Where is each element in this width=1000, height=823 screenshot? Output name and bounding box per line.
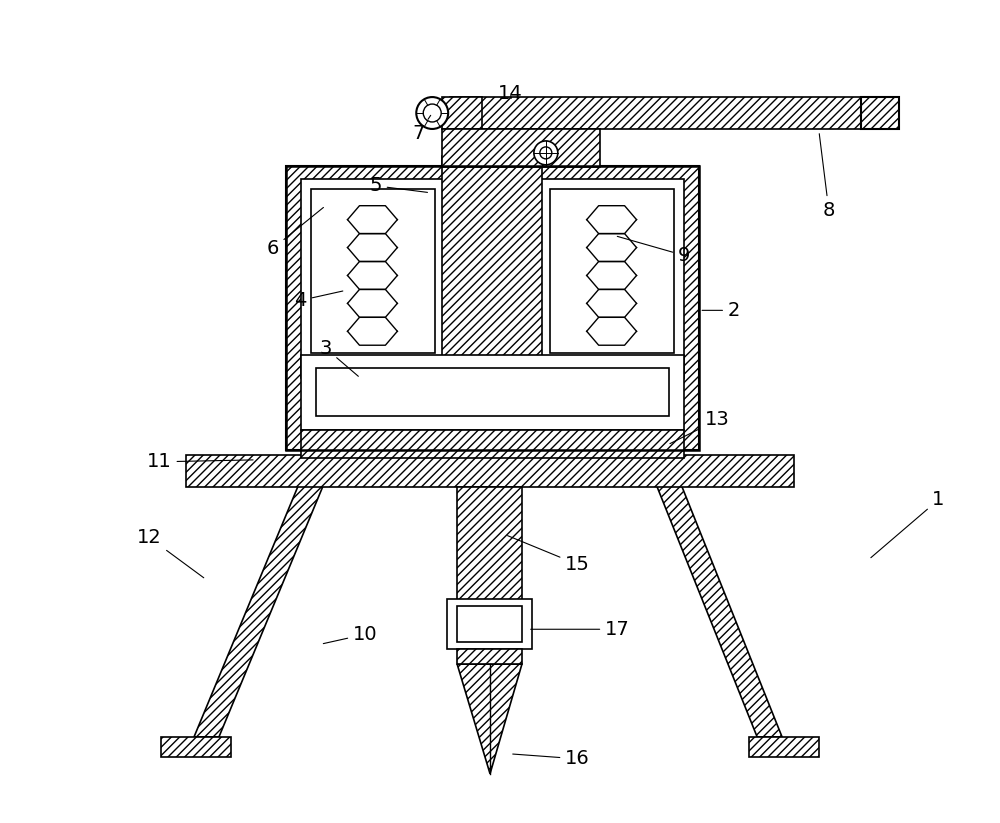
Bar [457,607,522,642]
Text: 10: 10 [323,625,378,644]
Text: 8: 8 [819,133,835,221]
Text: 6: 6 [267,207,323,258]
Text: 3: 3 [319,339,358,376]
Text: 13: 13 [670,411,730,444]
Bar [316,368,669,416]
Bar [286,165,699,450]
Bar [447,599,532,649]
Text: 7: 7 [412,115,431,143]
Bar [301,430,684,458]
Bar [442,129,600,167]
Bar [442,97,482,129]
Bar [550,188,674,353]
Bar [457,649,522,664]
Text: 14: 14 [498,84,522,103]
Text: 1: 1 [871,491,945,558]
Bar [301,356,684,430]
Text: 12: 12 [137,528,204,578]
Bar [186,455,794,486]
Bar [442,156,542,450]
Polygon shape [161,737,231,757]
Text: 17: 17 [531,620,630,639]
Text: 5: 5 [369,176,427,195]
Circle shape [416,97,448,129]
Circle shape [540,146,552,159]
Text: 4: 4 [294,291,343,310]
Polygon shape [457,664,522,774]
Polygon shape [194,467,331,737]
Bar [861,97,899,129]
Polygon shape [749,737,819,757]
Bar [311,188,435,353]
Text: 16: 16 [513,749,590,769]
Circle shape [423,104,441,122]
Circle shape [534,141,558,165]
Text: 2: 2 [702,301,740,320]
Bar [286,165,699,450]
Bar [301,179,684,378]
Text: 15: 15 [508,536,590,574]
Text: 9: 9 [617,236,691,265]
Bar [457,486,522,626]
Polygon shape [649,467,782,737]
Text: 11: 11 [147,453,253,472]
Bar [450,97,899,129]
